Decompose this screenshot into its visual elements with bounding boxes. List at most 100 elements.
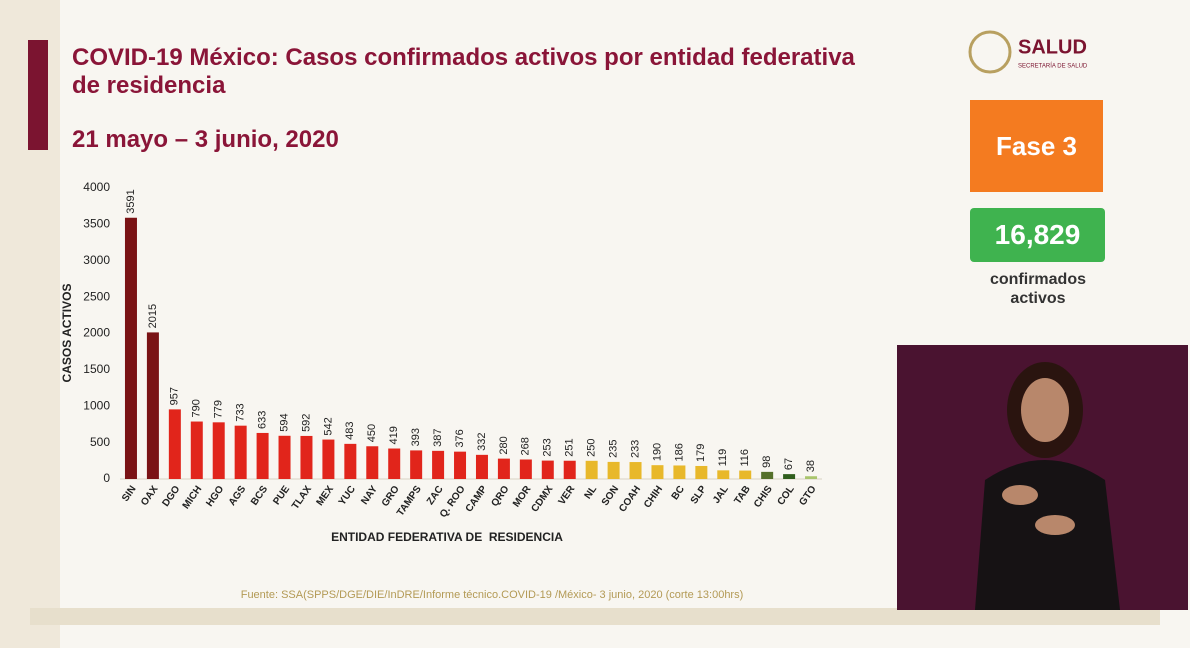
y-tick-label: 2000 xyxy=(83,326,110,340)
value-label: 250 xyxy=(586,438,598,456)
x-tick-label: COL xyxy=(776,484,797,508)
x-tick-label: HGO xyxy=(204,484,226,509)
x-tick-label: CHIH xyxy=(642,484,665,510)
bar xyxy=(629,462,642,479)
bar xyxy=(300,435,313,479)
x-tick-label: MEX xyxy=(315,484,337,508)
x-tick-label: MICH xyxy=(181,484,205,511)
value-label: 190 xyxy=(651,443,663,461)
value-label: 3591 xyxy=(125,189,137,213)
value-label: 332 xyxy=(476,432,488,450)
x-tick-label: TLAX xyxy=(290,484,314,512)
bar xyxy=(541,460,554,479)
bar xyxy=(739,470,752,479)
bar xyxy=(168,409,181,479)
bar xyxy=(475,454,488,479)
x-tick-label: NL xyxy=(583,484,600,501)
x-tick-label: AGS xyxy=(227,484,249,508)
bar xyxy=(124,217,137,479)
value-label: 186 xyxy=(673,443,685,461)
x-tick-label: YUC xyxy=(337,484,358,508)
total-box: 16,829 xyxy=(970,208,1105,262)
value-label: 38 xyxy=(805,460,817,472)
bar xyxy=(585,460,598,479)
x-tick-label: TAB xyxy=(732,484,752,507)
source: Fuente: SSA(SPPS/DGE/DIE/InDRE/Informe t… xyxy=(241,589,744,601)
value-label: 542 xyxy=(322,417,334,435)
bar xyxy=(717,470,730,479)
value-label: 280 xyxy=(498,436,510,454)
x-tick-label: ZAC xyxy=(425,484,446,507)
chart-subtitle: 21 mayo – 3 junio, 2020 xyxy=(72,126,339,153)
value-label: 393 xyxy=(410,428,422,446)
x-tick-label: OAX xyxy=(139,484,161,508)
x-tick-label: JAL xyxy=(711,484,731,506)
bar xyxy=(278,435,291,479)
x-tick-label: PUE xyxy=(271,484,292,507)
y-tick-label: 0 xyxy=(103,471,110,485)
bar xyxy=(497,458,510,479)
value-label: 98 xyxy=(761,456,773,468)
total-label: confirmados activos xyxy=(990,271,1086,307)
x-tick-label: GTO xyxy=(797,484,818,508)
bar xyxy=(651,465,664,479)
bar xyxy=(366,446,379,479)
x-tick-label: SLP xyxy=(689,484,709,507)
x-tick-label: SON xyxy=(600,484,621,508)
logo-text: SALUD xyxy=(1018,36,1087,58)
value-label: 253 xyxy=(542,438,554,456)
bar xyxy=(146,332,159,479)
x-tick-label: CHIS xyxy=(752,484,775,510)
logo-subtext: SECRETARÍA DE SALUD xyxy=(1018,63,1088,70)
value-label: 67 xyxy=(783,458,795,470)
bar xyxy=(563,460,576,479)
x-axis-label: ENTIDAD FEDERATIVA DE RESIDENCIA xyxy=(331,530,563,544)
bar xyxy=(695,465,708,479)
bar xyxy=(454,451,467,479)
value-label: 2015 xyxy=(147,304,159,328)
x-tick-label: COAH xyxy=(617,484,643,514)
bar xyxy=(805,476,818,479)
value-label: 594 xyxy=(278,413,290,431)
bar xyxy=(432,450,445,479)
x-tick-label: GRO xyxy=(380,484,402,509)
x-tick-label: BC xyxy=(670,484,687,502)
y-tick-label: 1000 xyxy=(83,398,110,412)
x-tick-label: NAY xyxy=(359,484,380,507)
value-label: 116 xyxy=(739,449,751,467)
value-label: 790 xyxy=(191,399,203,417)
y-tick-label: 2500 xyxy=(83,289,110,303)
x-tick-label: CAMP xyxy=(464,484,490,515)
bar xyxy=(607,461,620,479)
bar xyxy=(234,425,247,479)
chart-title: COVID-19 México: Casos confirmados activ… xyxy=(72,44,855,99)
bar xyxy=(190,421,203,479)
bar xyxy=(344,443,357,479)
value-label: 268 xyxy=(520,437,532,455)
interpreter xyxy=(975,362,1120,610)
value-label: 483 xyxy=(344,422,356,440)
value-label: 633 xyxy=(257,411,269,429)
value-label: 450 xyxy=(366,424,378,442)
value-label: 179 xyxy=(695,444,707,462)
value-label: 957 xyxy=(169,387,181,405)
y-tick-label: 3500 xyxy=(83,217,110,231)
bar xyxy=(410,450,423,479)
logo-emblem xyxy=(968,30,1012,74)
value-label: 233 xyxy=(629,440,641,458)
y-tick-label: 1500 xyxy=(83,362,110,376)
bar xyxy=(388,448,401,479)
value-label: 779 xyxy=(213,400,225,418)
x-tick-label: CDMX xyxy=(529,484,555,515)
accent-bar xyxy=(28,40,48,150)
y-tick-label: 500 xyxy=(90,435,110,449)
value-label: 733 xyxy=(235,403,247,421)
value-label: 376 xyxy=(454,429,466,447)
y-axis-label: CASOS ACTIVOS xyxy=(60,284,74,383)
bar xyxy=(322,439,335,479)
bar xyxy=(212,422,225,479)
x-tick-label: SIN xyxy=(120,484,139,504)
bar xyxy=(519,459,532,479)
bar xyxy=(673,465,686,479)
